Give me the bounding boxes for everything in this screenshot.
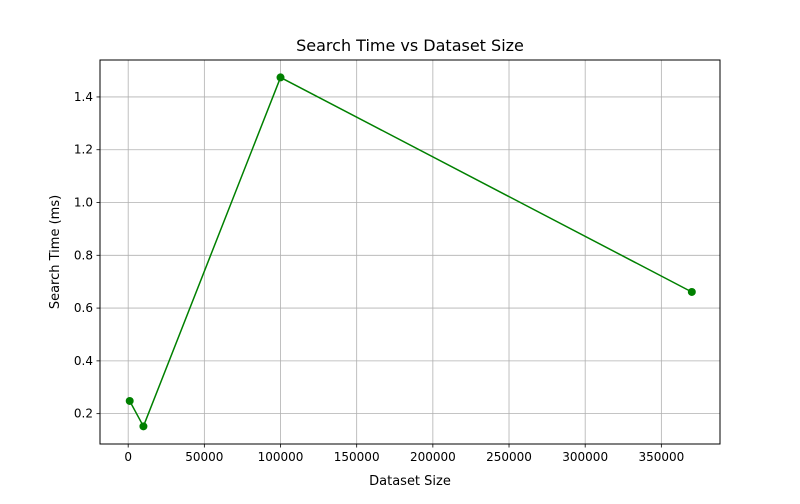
data-series <box>125 73 696 431</box>
series-line <box>129 76 693 428</box>
x-tick-label: 50000 <box>185 450 223 464</box>
y-axis-ticks: 0.2 0.4 0.6 0.8 1.0 1.2 1.4 <box>74 90 100 421</box>
y-tick-label: 0.8 <box>74 248 93 262</box>
x-tick-label: 250000 <box>486 450 532 464</box>
y-tick-label: 0.2 <box>74 407 93 421</box>
x-tick-label: 0 <box>124 450 132 464</box>
x-tick-label: 200000 <box>410 450 456 464</box>
data-point-marker <box>276 73 285 82</box>
data-point-marker <box>125 396 134 405</box>
y-tick-label: 0.4 <box>74 354 93 368</box>
x-tick-label: 150000 <box>334 450 380 464</box>
x-tick-label: 100000 <box>258 450 304 464</box>
y-tick-label: 0.6 <box>74 301 93 315</box>
grid-lines <box>100 60 720 444</box>
chart-title: Search Time vs Dataset Size <box>296 36 524 55</box>
data-point-marker <box>687 287 696 296</box>
y-tick-label: 1.4 <box>74 90 93 104</box>
y-tick-label: 1.0 <box>74 196 93 210</box>
y-tick-label: 1.2 <box>74 143 93 157</box>
x-tick-label: 300000 <box>562 450 608 464</box>
x-axis-ticks: 0 50000 100000 150000 200000 250000 300000 3500… <box>124 444 684 464</box>
y-axis-label: Search Time (ms) <box>48 195 63 309</box>
x-axis-label: Dataset Size <box>369 474 451 489</box>
plot-area-frame <box>99 59 721 445</box>
data-point-marker <box>139 422 148 431</box>
x-tick-label: 350000 <box>638 450 684 464</box>
